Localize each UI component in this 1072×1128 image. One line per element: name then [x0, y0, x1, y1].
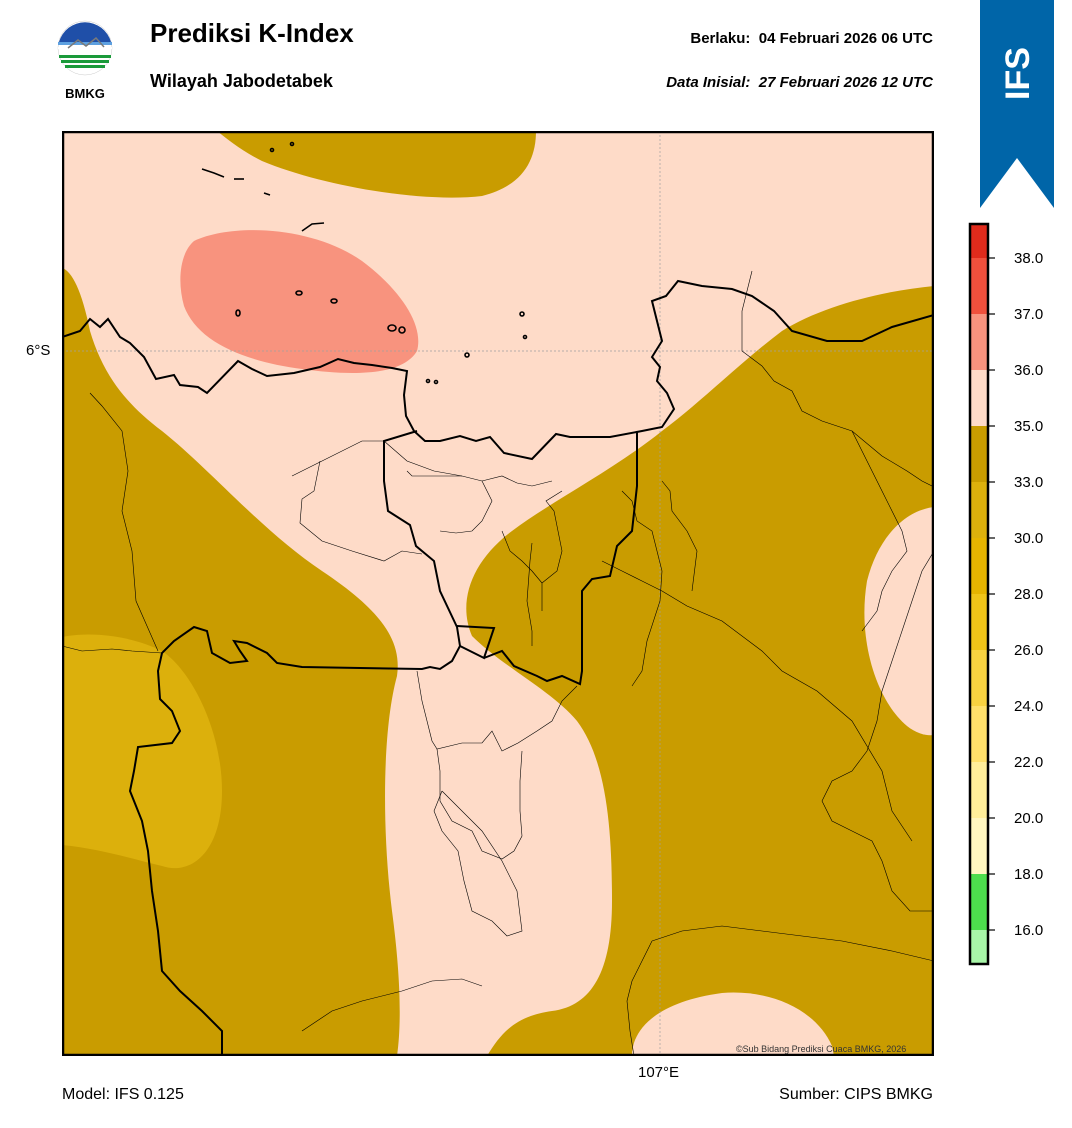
colorbar-tick-label: 36.0 [1014, 362, 1043, 379]
band-33-35-right [466, 286, 934, 1056]
init-time: Data Inisial: 27 Februari 2026 12 UTC [666, 74, 933, 91]
colorbar-segment [970, 706, 988, 762]
colorbar-tick-label: 26.0 [1014, 642, 1043, 659]
colorbar-segments [970, 224, 988, 964]
colorbar-tick-label: 30.0 [1014, 530, 1043, 547]
lon-label: 107°E [638, 1064, 680, 1081]
colorbar-tick-label: 37.0 [1014, 306, 1043, 323]
map-frame [61, 130, 935, 1057]
colorbar-tick-label: 33.0 [1014, 474, 1043, 491]
source-label: Sumber: CIPS BMKG [779, 1086, 933, 1103]
copyright-text: ©Sub Bidang Prediksi Cuaca BMKG, 2026 [736, 1044, 907, 1054]
colorbar-segment [970, 594, 988, 650]
colorbar-segment [970, 314, 988, 370]
colorbar-tick-label: 35.0 [1014, 418, 1043, 435]
colorbar-segment [970, 370, 988, 426]
colorbar-tick-label: 24.0 [1014, 698, 1043, 715]
band-33-35-top [217, 131, 536, 198]
k-index-map [61, 130, 935, 1057]
init-time-value: 27 Februari 2026 12 UTC [758, 74, 933, 91]
colorbar-tick-label: 20.0 [1014, 810, 1043, 827]
lat-label: 6°S [26, 342, 51, 359]
valid-time-value: 04 Februari 2026 06 UTC [758, 30, 933, 47]
valid-label: Berlaku: [690, 30, 751, 47]
colorbar: 38.0 37.0 36.0 35.0 33.0 30.0 28.0 26.0 24.0 22.0… [968, 222, 1068, 972]
colorbar-segment [970, 818, 988, 874]
colorbar-tick-label: 18.0 [1014, 866, 1043, 883]
colorbar-segment [970, 930, 988, 964]
init-label: Data Inisial: [666, 74, 751, 91]
model-ribbon: IFS [980, 0, 1054, 210]
band-30-33-left [62, 634, 222, 869]
colorbar-segment [970, 482, 988, 538]
model-label: Model: IFS 0.125 [62, 1086, 184, 1103]
map-subtitle: Wilayah Jabodetabek [150, 71, 333, 91]
colorbar-tick-label: 16.0 [1014, 922, 1043, 939]
colorbar-segment [970, 538, 988, 594]
colorbar-segment [970, 224, 988, 258]
colorbar-tick-label: 38.0 [1014, 250, 1043, 267]
band-35-36-bottom [632, 992, 834, 1056]
colorbar-tick-label: 28.0 [1014, 586, 1043, 603]
district-borders [61, 270, 935, 1057]
province-borders [128, 430, 638, 1056]
band-35-36-right [864, 507, 934, 736]
ribbon-text: IFS [999, 47, 1037, 100]
islands [201, 141, 528, 385]
band-36-37 [180, 230, 419, 374]
colorbar-segment [970, 426, 988, 482]
coastline [61, 279, 935, 461]
colorbar-segment [970, 650, 988, 706]
colorbar-segment [970, 762, 988, 818]
valid-time: Berlaku: 04 Februari 2026 06 UTC [690, 30, 933, 47]
map-title: Prediksi K-Index [150, 18, 354, 48]
colorbar-segment [970, 258, 988, 314]
colorbar-segment [970, 874, 988, 930]
colorbar-tick-label: 22.0 [1014, 754, 1043, 771]
colorbar-ticks: 38.0 37.0 36.0 35.0 33.0 30.0 28.0 26.0 24.0 22.0… [988, 250, 1043, 939]
bmkg-logo: BMKG [52, 20, 118, 102]
logo-text: BMKG [65, 86, 105, 101]
